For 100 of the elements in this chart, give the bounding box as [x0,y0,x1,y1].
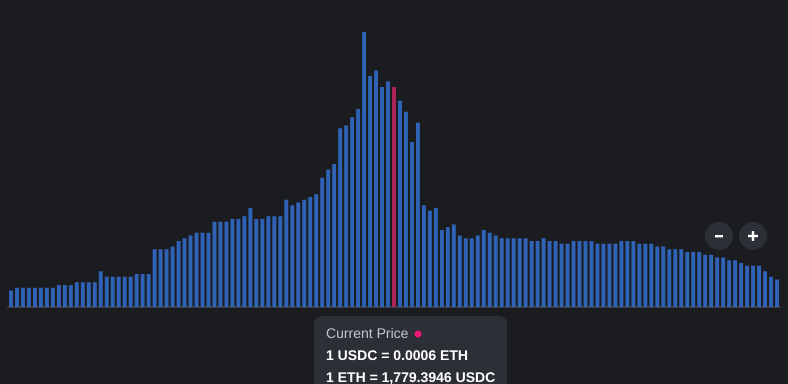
bar [74,282,79,307]
bar [488,232,492,307]
bar [452,224,456,307]
bar [194,232,198,307]
bar [607,244,612,307]
bar [236,219,240,307]
bar [524,238,528,307]
bar [476,236,480,307]
bar [590,241,594,307]
bar [512,238,516,307]
bar [500,238,504,307]
bar [218,222,222,307]
bar [763,271,767,307]
bar [170,246,175,307]
bar [542,238,546,307]
bar [38,288,43,307]
bar [188,236,192,307]
bar [679,249,684,307]
bar [356,109,360,307]
bar [745,266,750,307]
text: Current Price [326,324,410,343]
bar [584,241,588,307]
bar [290,205,294,307]
bar [212,222,216,307]
bar [506,238,510,307]
bar [266,216,270,307]
bar [380,87,384,307]
bar [224,222,228,307]
bar [56,285,61,307]
bar [206,232,210,307]
bar [362,32,366,307]
bar [314,194,318,307]
bar [278,216,282,307]
bar [751,266,756,307]
bar [667,249,672,307]
bar [458,236,462,307]
bar [164,249,169,307]
bar [482,230,486,307]
bar [566,244,570,307]
bar [733,260,738,307]
bar [386,82,390,307]
bar [518,238,522,307]
bar [494,236,498,307]
bar [613,244,618,307]
bar [374,70,378,307]
bar [757,266,761,307]
bar [637,244,642,307]
bar [530,241,534,307]
bar [631,241,636,307]
bar [721,258,726,307]
bar [602,244,606,307]
bar [350,117,354,307]
bar [80,282,85,307]
bar [44,288,49,307]
bar [434,208,438,307]
bar [446,227,450,307]
bar [134,274,139,307]
bar [685,252,690,307]
bar [9,290,13,307]
bar [50,288,55,307]
bar [62,285,67,307]
bar [392,87,396,307]
bar [308,197,312,307]
bar [709,254,714,307]
bar [338,128,342,307]
bar [272,216,276,307]
bar [152,249,157,307]
bar [344,126,348,307]
bar [625,241,630,307]
bar [572,241,576,307]
bar [176,241,181,307]
bar [560,244,564,307]
bar [428,210,432,307]
bar [769,276,773,307]
text: 1 ETH = 1,779.3946 USDC [326,368,496,384]
bar [643,244,648,307]
bar [27,288,31,307]
bar [200,232,204,307]
bar [326,170,330,307]
bar [727,260,732,307]
bar [21,288,25,307]
bar [422,205,426,307]
bar [673,249,678,307]
bar [697,252,702,307]
bar [140,274,145,307]
bar [596,244,600,307]
bar [619,241,624,307]
bar [655,246,660,307]
bar [248,208,252,307]
bar [320,178,324,307]
bar [404,112,408,307]
bar [242,216,246,307]
bar [691,252,696,307]
bar [703,254,708,307]
bar [368,76,372,307]
bar [296,202,300,307]
bar [158,249,163,307]
bar [440,230,444,307]
bar [578,241,582,307]
bar [284,200,288,307]
